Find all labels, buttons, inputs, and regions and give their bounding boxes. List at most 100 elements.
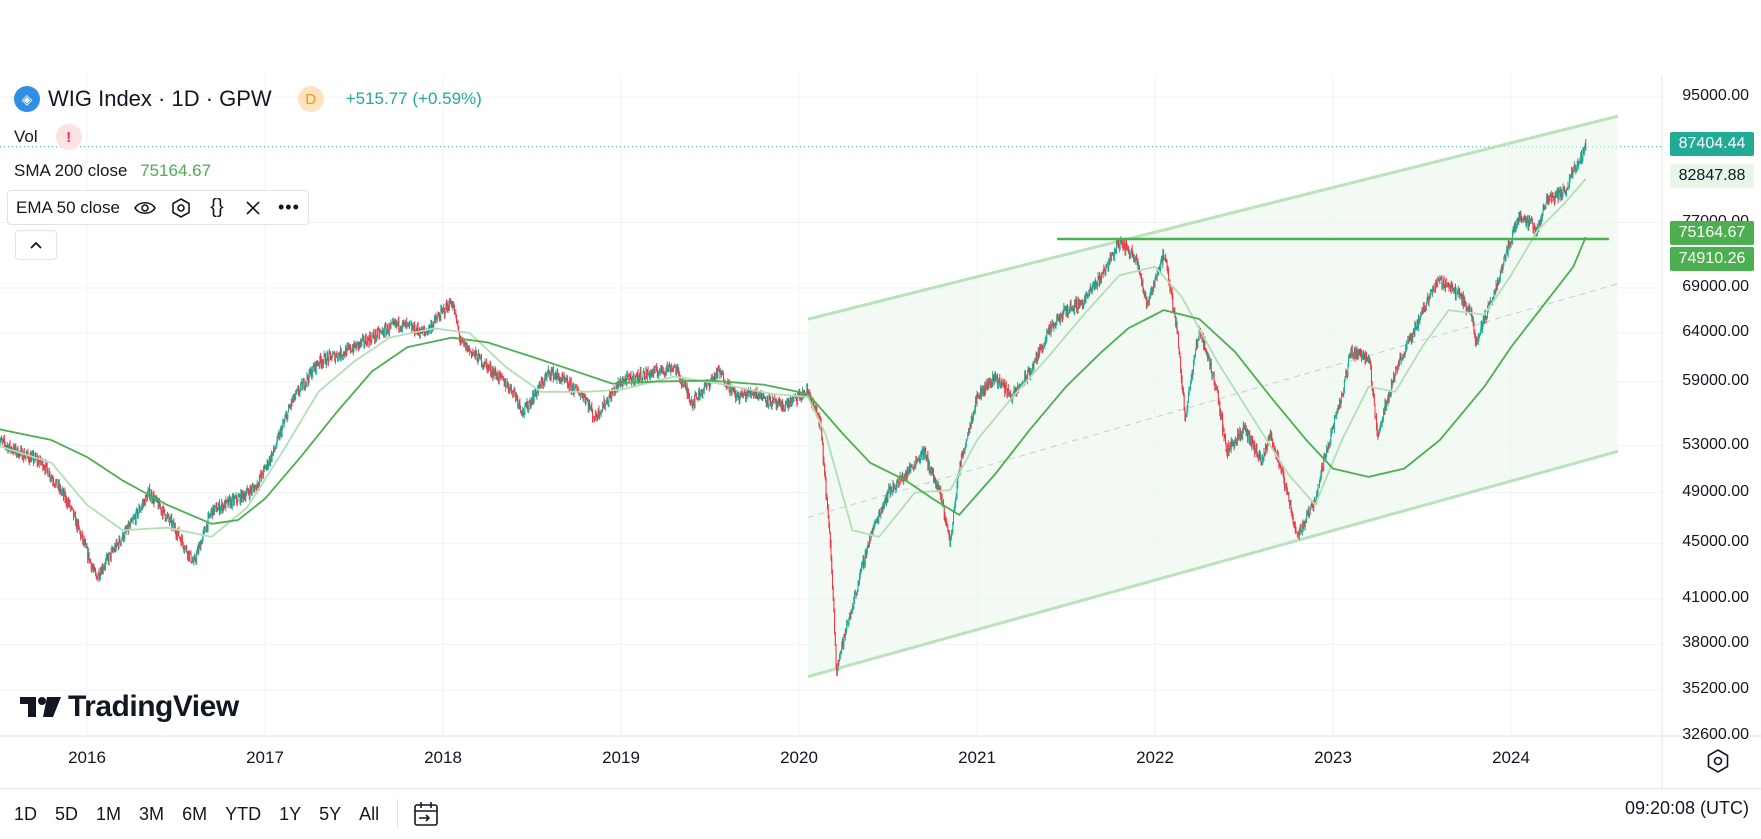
candle-body	[1246, 429, 1248, 435]
candle-body	[1111, 255, 1112, 260]
candle-body	[1025, 374, 1026, 382]
candle-body	[226, 499, 228, 501]
collapse-legend-button[interactable]	[15, 230, 57, 260]
candle-body	[1197, 338, 1199, 348]
candle-body	[1189, 387, 1191, 389]
candle-body	[1554, 196, 1555, 202]
volume-label[interactable]: Vol	[14, 127, 38, 146]
candle-body	[1484, 314, 1486, 316]
range-button-3m[interactable]: 3M	[139, 803, 165, 824]
sma-legend[interactable]: SMA 200 close 75164.67	[14, 161, 211, 181]
candle-body	[310, 370, 312, 378]
candle-body	[446, 303, 448, 309]
candle-body	[347, 346, 349, 348]
ema-label[interactable]: EMA 50 close	[16, 197, 120, 217]
candle-body	[1368, 358, 1369, 360]
candle-body	[287, 411, 289, 420]
chart-settings-gear-icon[interactable]	[1705, 748, 1731, 774]
range-button-1y[interactable]: 1Y	[279, 803, 302, 824]
candle-body	[1290, 501, 1292, 512]
candle-body	[870, 533, 872, 540]
candle-body	[267, 461, 269, 468]
ema-legend[interactable]: EMA 50 close {} •••	[7, 190, 309, 225]
candle-body	[772, 398, 774, 400]
candle-body	[212, 505, 214, 517]
candle-body	[920, 452, 922, 459]
candle-body	[1180, 370, 1182, 380]
tradingview-watermark: TradingView	[20, 690, 239, 724]
candle-body	[1533, 225, 1535, 231]
candle-body	[1561, 195, 1563, 198]
candle-body	[941, 494, 942, 499]
candle-body	[903, 477, 905, 481]
candle-body	[372, 336, 373, 338]
symbol-title[interactable]: WIG Index · 1D · GPW	[48, 86, 272, 111]
candle-body	[892, 482, 894, 492]
range-button-1d[interactable]: 1D	[14, 803, 38, 824]
candle-body	[162, 510, 163, 517]
candle-body	[1460, 294, 1461, 296]
candle-body	[402, 321, 403, 328]
candle-body	[929, 468, 931, 472]
candle-body	[1118, 244, 1120, 249]
candle-body	[355, 344, 356, 347]
candle-body	[219, 509, 221, 513]
candle-body	[1136, 256, 1137, 260]
candle-body	[387, 326, 389, 333]
candle-body	[1471, 310, 1473, 318]
candle-body	[1428, 296, 1430, 303]
interval-badge[interactable]: D	[297, 86, 324, 112]
candle-body	[473, 351, 475, 353]
candle-body	[1341, 394, 1342, 403]
range-button-6m[interactable]: 6M	[182, 803, 208, 824]
warning-icon[interactable]: !	[55, 124, 82, 150]
candle-body	[342, 351, 344, 357]
candle-body	[780, 401, 782, 409]
range-button-5y[interactable]: 5Y	[319, 803, 342, 824]
candle-body	[1477, 341, 1478, 343]
eye-icon[interactable]	[134, 197, 156, 219]
candle-body	[619, 379, 621, 384]
candle-body	[1224, 437, 1226, 438]
candle-body	[1346, 373, 1348, 377]
candle-body	[1339, 400, 1340, 407]
candle-body	[1576, 167, 1577, 170]
candle-body	[349, 345, 351, 349]
candle-body	[1083, 304, 1085, 307]
candle-body	[1161, 258, 1163, 265]
candle-body	[379, 332, 381, 336]
volume-legend[interactable]: Vol !	[14, 124, 82, 150]
candle-body	[1448, 286, 1450, 288]
candle-body	[1014, 388, 1016, 390]
candle-body	[1183, 394, 1185, 411]
candle-body	[624, 378, 625, 381]
candle-body	[517, 398, 519, 406]
sma-label[interactable]: SMA 200 close	[14, 161, 128, 180]
candle-body	[240, 491, 242, 503]
candle-body	[500, 374, 502, 377]
candle-body	[1032, 364, 1033, 370]
candle-body	[866, 550, 868, 558]
candle-body	[980, 388, 982, 397]
candle-body	[1494, 290, 1496, 293]
range-button-1m[interactable]: 1M	[96, 803, 122, 824]
go-to-date-icon[interactable]	[412, 800, 440, 828]
utc-clock[interactable]: 09:20:08 (UTC)	[1624, 798, 1749, 818]
candle-body	[505, 386, 507, 388]
candle-body	[97, 572, 99, 577]
candle-body	[872, 529, 874, 535]
settings-icon[interactable]	[170, 197, 192, 219]
range-button-all[interactable]: All	[359, 803, 380, 824]
symbol-legend[interactable]: ◈ WIG Index · 1D · GPW D +515.77 (+0.59%…	[14, 86, 482, 112]
candle-body	[921, 449, 923, 456]
candle-body	[779, 402, 781, 404]
candle-body	[568, 386, 570, 389]
candle-body	[539, 383, 541, 386]
more-icon[interactable]: •••	[278, 197, 300, 217]
close-icon[interactable]	[242, 197, 264, 219]
source-code-icon[interactable]: {}	[210, 196, 224, 218]
price-chart[interactable]	[0, 0, 1761, 788]
candle-body	[1320, 474, 1322, 478]
range-button-ytd[interactable]: YTD	[225, 803, 262, 824]
range-button-5d[interactable]: 5D	[55, 803, 79, 824]
